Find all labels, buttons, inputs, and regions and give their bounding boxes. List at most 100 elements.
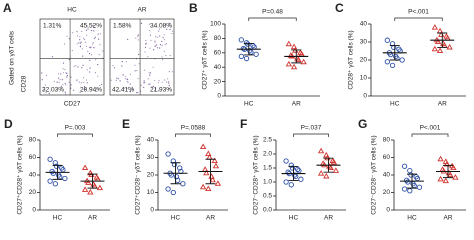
data-point <box>317 147 325 154</box>
y-tick-label: 80 <box>214 35 222 42</box>
event-dot <box>44 84 47 86</box>
event-dot <box>98 38 100 40</box>
p-value: P=.037 <box>301 125 322 132</box>
event-dot <box>143 69 146 71</box>
event-dot <box>83 37 85 40</box>
y-tick-label: 0 <box>363 93 367 100</box>
event-dot <box>58 81 60 84</box>
data-point <box>295 166 301 173</box>
event-dot <box>140 22 143 24</box>
sd-error-bar <box>288 166 299 182</box>
event-dot <box>144 51 146 53</box>
y-tick-label: 2.0 <box>263 151 272 158</box>
event-dot <box>65 84 67 86</box>
data-point <box>52 181 58 187</box>
event-dot <box>98 54 100 56</box>
data-point <box>205 185 212 192</box>
y-tick-label: 80 <box>29 137 37 144</box>
data-point <box>81 164 89 171</box>
y-tick-label: 1.0 <box>263 179 272 186</box>
event-dot <box>125 78 127 80</box>
significance-bracket <box>293 133 329 137</box>
data-point <box>431 45 439 52</box>
event-dot <box>85 45 87 48</box>
event-dot <box>150 39 152 41</box>
event-dot <box>152 85 155 88</box>
data-point <box>407 188 413 194</box>
event-dot <box>96 87 98 89</box>
event-dot <box>148 72 150 74</box>
data-point <box>50 170 56 176</box>
event-dot <box>127 38 129 41</box>
event-dot <box>154 79 156 81</box>
event-dot <box>131 86 133 88</box>
significance-bracket <box>175 133 211 137</box>
sd-error-bar <box>389 45 400 61</box>
event-dot <box>168 82 170 84</box>
event-dot <box>138 53 140 56</box>
event-dot <box>171 33 173 35</box>
event-dot <box>169 28 171 31</box>
y-tick-label: 40 <box>29 172 37 179</box>
data-point <box>332 167 340 173</box>
event-dot <box>66 72 68 74</box>
data-point <box>450 164 457 171</box>
event-dot <box>60 86 62 89</box>
data-point <box>452 174 459 180</box>
event-dot <box>71 49 73 52</box>
y-axis-label: CD27⁻CD28⁺ γδT cells (%) <box>253 135 260 214</box>
event-dot <box>154 40 156 42</box>
data-point <box>437 175 444 182</box>
event-dot <box>129 91 131 93</box>
panel-letter: B <box>189 1 198 15</box>
event-dot <box>140 84 142 86</box>
data-point <box>291 172 298 178</box>
event-dot <box>162 58 164 61</box>
event-dot <box>58 73 60 75</box>
y-tick-label: 20 <box>29 189 37 196</box>
event-dot <box>161 44 163 47</box>
event-dot <box>137 91 139 94</box>
event-dot <box>61 79 63 81</box>
event-dot <box>85 41 87 43</box>
y-tick-label: 10 <box>147 189 155 196</box>
data-point <box>317 170 325 176</box>
event-dot <box>116 77 118 79</box>
y-tick-label: 0.5 <box>263 193 272 200</box>
event-dot <box>75 65 77 67</box>
event-dot <box>143 80 145 82</box>
event-dot <box>66 74 68 77</box>
event-dot <box>137 35 139 37</box>
event-dot <box>64 68 66 71</box>
sd-error-bar <box>407 173 417 189</box>
event-dot <box>66 35 68 37</box>
data-point <box>165 151 171 157</box>
event-dot <box>149 30 151 32</box>
data-point <box>296 168 302 174</box>
quadrant-percent: 21.93% <box>150 87 172 94</box>
event-dot <box>144 81 146 83</box>
event-dot <box>86 34 88 36</box>
event-dot <box>151 86 153 88</box>
event-dot <box>157 36 159 38</box>
event-dot <box>156 47 159 49</box>
data-point <box>177 165 183 171</box>
event-dot <box>82 64 84 66</box>
data-point <box>283 158 289 164</box>
event-dot <box>88 46 90 49</box>
event-dot <box>89 53 91 55</box>
event-dot <box>99 33 102 35</box>
event-dot <box>102 50 104 52</box>
event-dot <box>147 56 149 58</box>
data-point <box>324 154 331 161</box>
event-dot <box>84 38 86 41</box>
event-dot <box>155 36 157 38</box>
event-dot <box>62 62 65 64</box>
event-dot <box>81 30 83 32</box>
data-point <box>47 156 53 162</box>
event-dot <box>94 72 96 74</box>
event-dot <box>126 88 128 90</box>
quadrant-percent: 34.08% <box>150 23 172 30</box>
event-dot <box>90 54 93 56</box>
data-point <box>62 175 68 182</box>
